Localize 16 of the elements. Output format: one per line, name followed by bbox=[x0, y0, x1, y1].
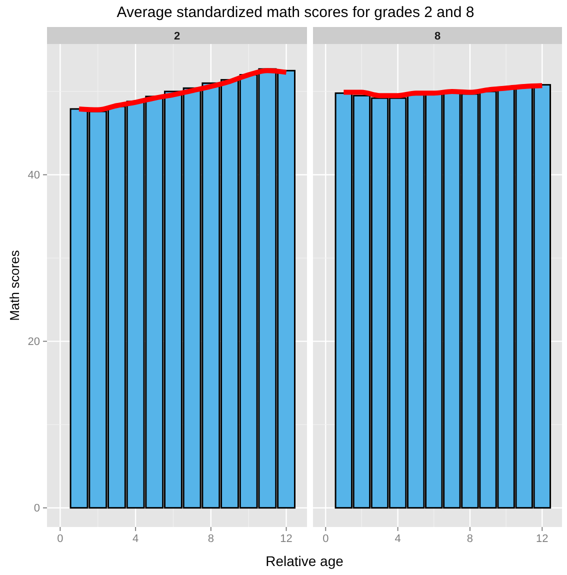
y-tick-label: 0 bbox=[34, 502, 40, 514]
x-tick-label: 8 bbox=[466, 532, 474, 545]
x-tick-label: 12 bbox=[280, 532, 292, 545]
y-axis-title: Math scores bbox=[7, 250, 22, 321]
x-tick-label: 4 bbox=[394, 532, 401, 545]
chart-subtitle: 8 bbox=[434, 30, 441, 42]
x-tick-label: 4 bbox=[132, 532, 139, 545]
x-tick-label: 8 bbox=[208, 532, 214, 545]
chart-subtitle: 2 bbox=[174, 30, 180, 42]
chart-title: Average standardized math scores for grades 2 and 8 bbox=[116, 4, 474, 21]
x-tick-label: 12 bbox=[536, 532, 548, 545]
x-tick-label: 0 bbox=[322, 532, 329, 545]
y-tick-label: 40 bbox=[28, 169, 40, 182]
x-axis-title: Relative age bbox=[266, 553, 344, 569]
y-tick-label: 20 bbox=[28, 336, 40, 348]
x-tick-label: 0 bbox=[57, 532, 64, 545]
